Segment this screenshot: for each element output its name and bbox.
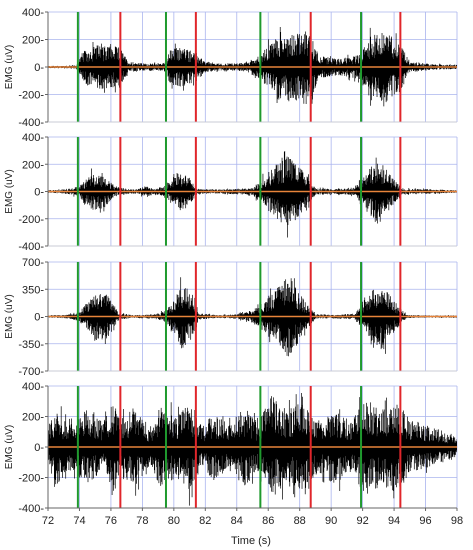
y-tick-label: -350- <box>18 339 44 351</box>
x-tick-label: 86 <box>262 515 274 527</box>
y-tick-label: 0- <box>34 62 44 74</box>
x-tick-label: 84 <box>231 515 243 527</box>
panel-3: 700- 350- 0- -350- -700- EMG (uV) <box>4 257 458 378</box>
y-tick-label: -200- <box>18 214 44 226</box>
y-tick-label: 700- <box>22 257 44 269</box>
y-tick-label: 200- <box>22 159 44 171</box>
y-tick-label: -700- <box>18 366 44 378</box>
y-tick-label: -200- <box>18 90 44 102</box>
x-tick-label: 98 <box>451 515 463 527</box>
x-tick-label: 82 <box>199 515 211 527</box>
panel-1: 400- 200- 0- -200- -400- EMG (uV) <box>4 7 458 129</box>
x-tick-label: 74 <box>73 515 85 527</box>
y-axis-label: EMG (uV) <box>4 425 15 469</box>
y-tick-label: 400- <box>22 7 44 19</box>
y-tick-label: 0- <box>34 312 44 324</box>
panel-4: 400- 200- 0- -200- -400- EMG (uV) <box>4 381 458 515</box>
y-tick-label: 350- <box>22 284 44 296</box>
y-tick-label: -400- <box>18 503 44 515</box>
y-tick-label: -200- <box>18 473 44 485</box>
y-tick-label: 0- <box>34 187 44 199</box>
x-tick-label: 90 <box>325 515 337 527</box>
x-axis-label: Time (s) <box>231 535 271 547</box>
x-tick-label: 92 <box>356 515 368 527</box>
emg-signal <box>48 393 457 506</box>
x-axis: 72 74 76 78 80 82 84 86 88 90 92 94 96 98 <box>42 507 463 527</box>
y-tick-label: 200- <box>22 35 44 47</box>
y-tick-label: 400- <box>22 381 44 393</box>
x-tick-label: 78 <box>136 515 148 527</box>
x-tick-label: 94 <box>388 515 400 527</box>
y-axis-label: EMG (uV) <box>4 169 15 213</box>
y-tick-label: 400- <box>22 132 44 144</box>
panel-2: 400- 200- 0- -200- -400- EMG (uV) <box>4 132 458 253</box>
y-tick-label: -400- <box>18 241 44 253</box>
x-tick-label: 76 <box>105 515 117 527</box>
panels-layer: 400- 200- 0- -200- -400- EMG (uV) 400- 200- 0- -2… <box>4 7 458 515</box>
y-tick-label: -400- <box>18 117 44 129</box>
x-tick-label: 80 <box>168 515 180 527</box>
x-tick-label: 88 <box>294 515 306 527</box>
y-axis-label: EMG (uV) <box>4 45 15 89</box>
y-axis-label: EMG (uV) <box>4 294 15 338</box>
x-tick-label: 96 <box>419 515 431 527</box>
y-tick-label: 0- <box>34 442 44 454</box>
y-tick-label: 200- <box>22 412 44 424</box>
x-tick-label: 72 <box>42 515 54 527</box>
